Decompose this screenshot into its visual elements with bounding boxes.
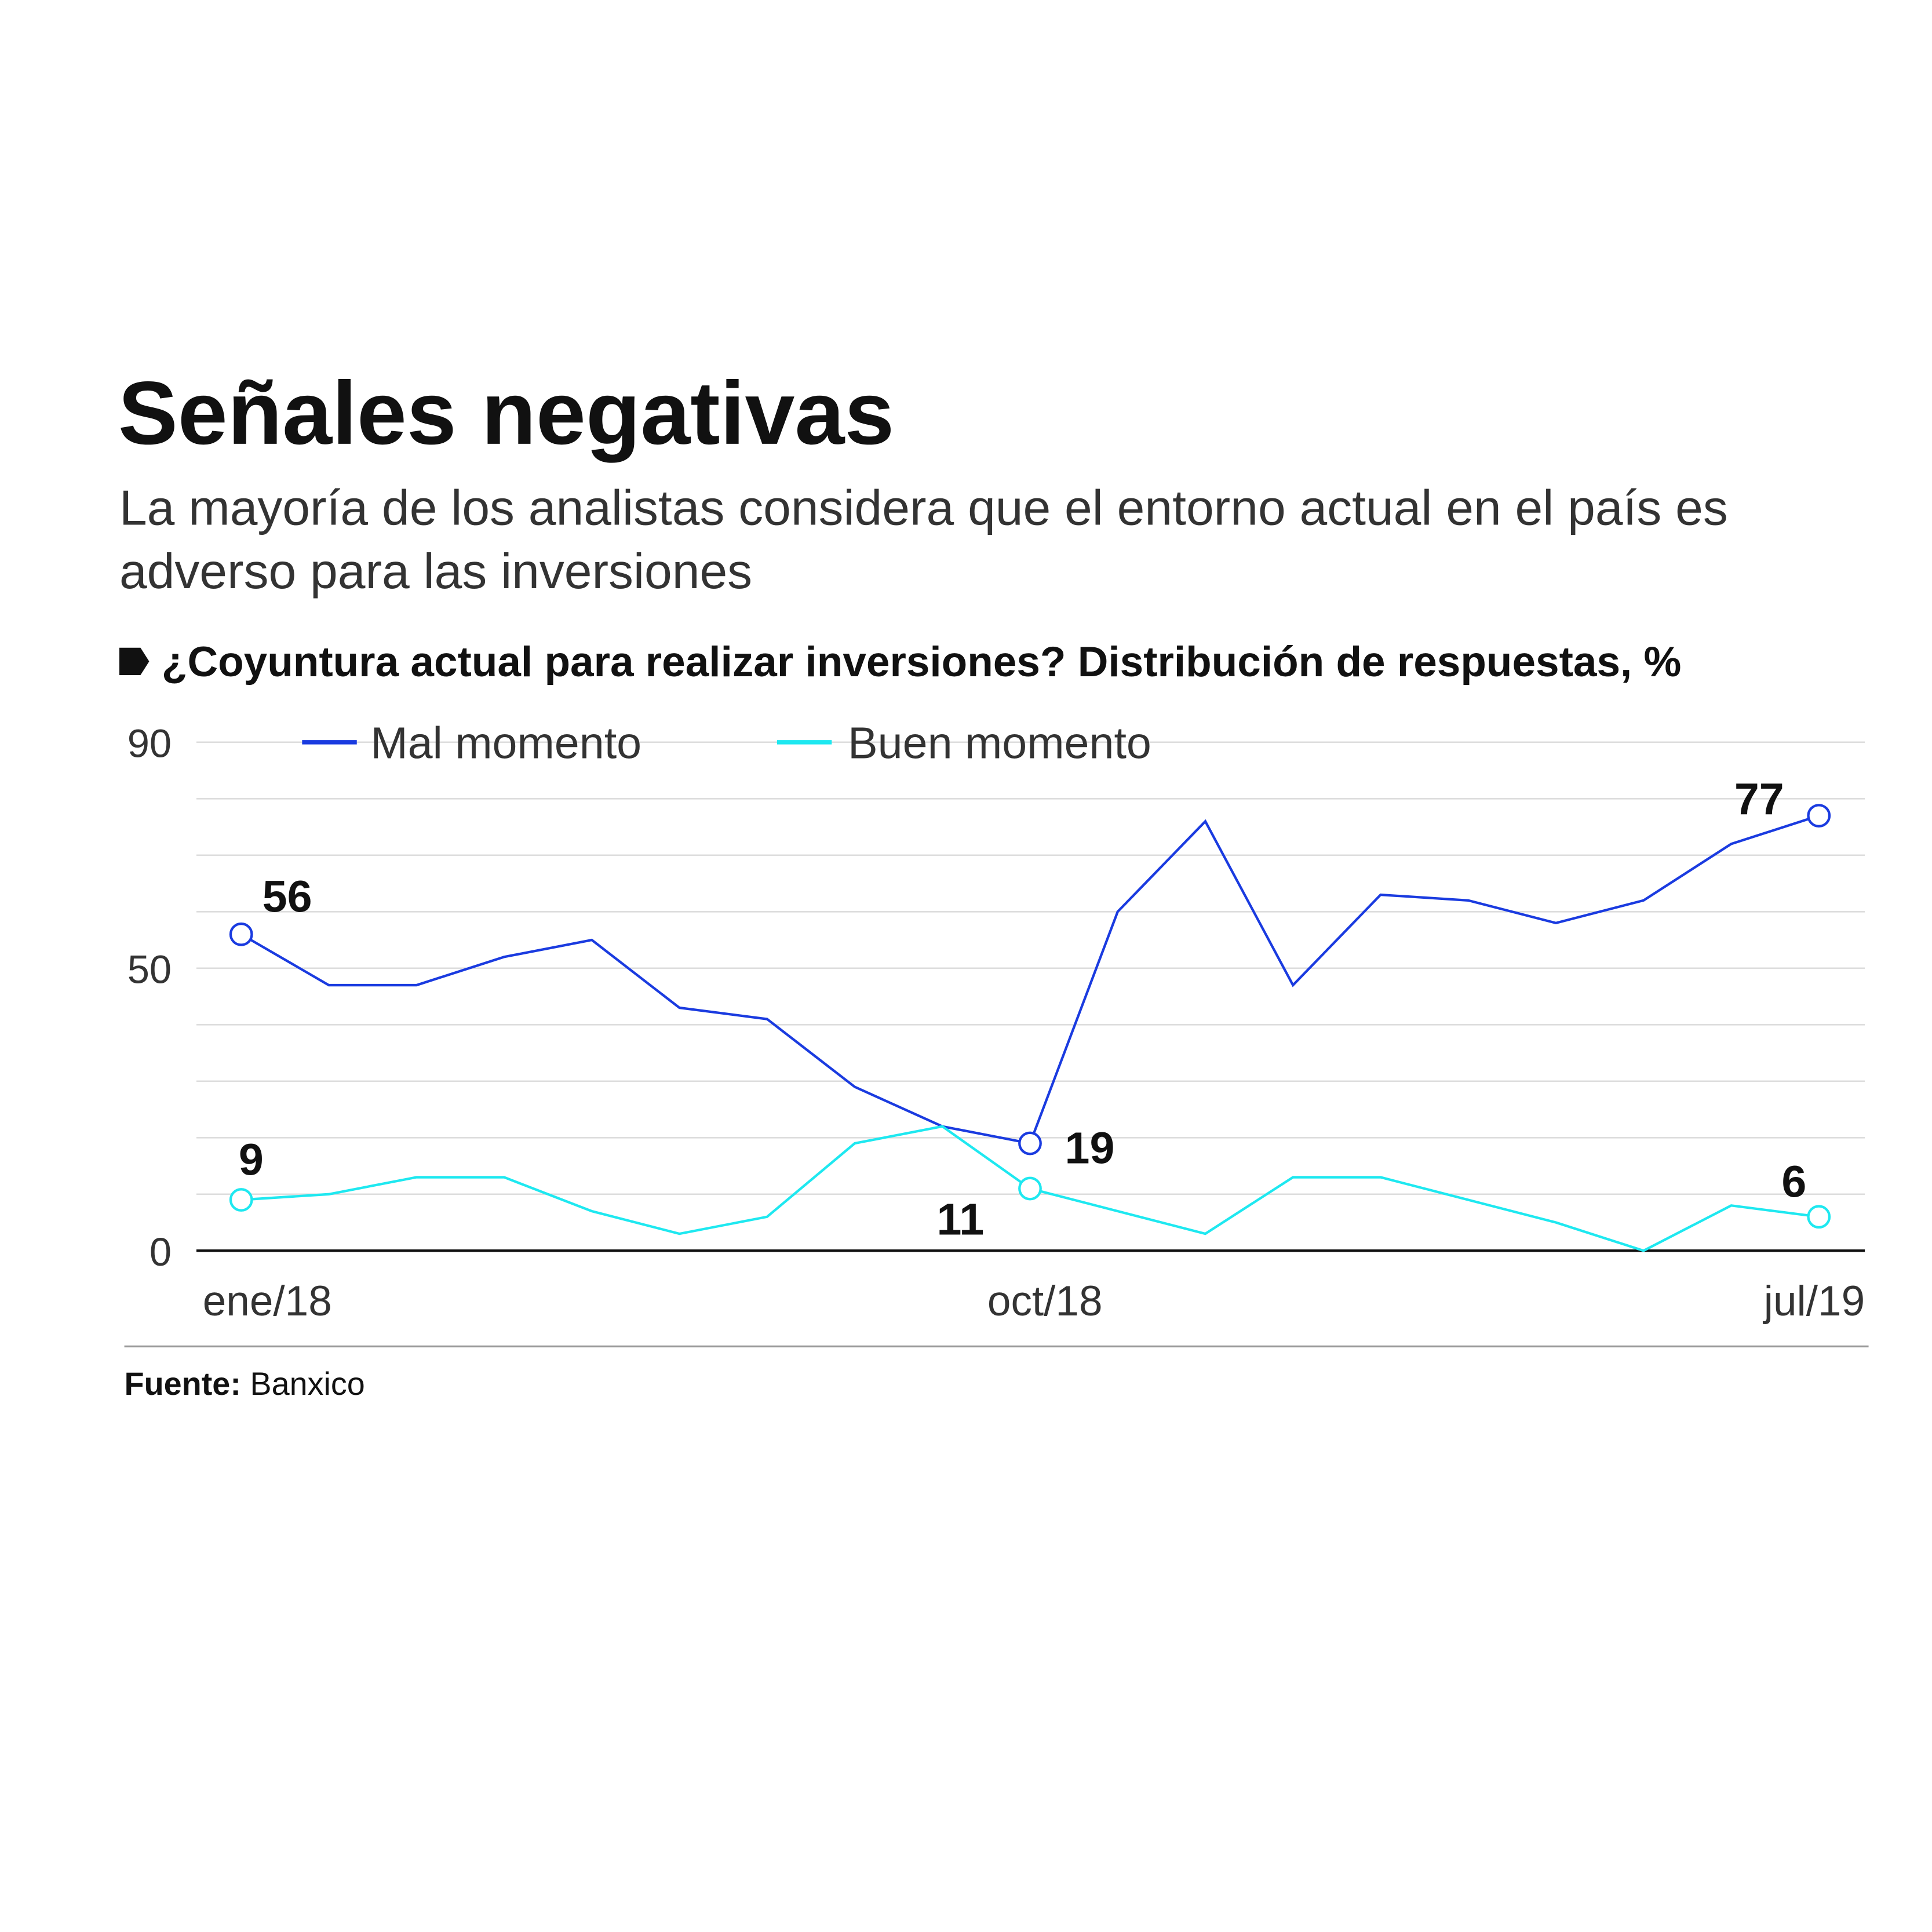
point-marker — [229, 922, 253, 946]
y-tick-label: 50 — [127, 947, 172, 992]
data-label: 9 — [239, 1135, 264, 1185]
chart-title: Señales negativas — [118, 363, 894, 463]
x-tick-label: oct/18 — [987, 1278, 1103, 1325]
subtitle: La mayoría de los analistas considera qu… — [119, 480, 1728, 535]
data-label: 19 — [1065, 1123, 1115, 1173]
source-name: Banxico — [250, 1366, 364, 1402]
point-marker — [1807, 1205, 1831, 1229]
data-label: 6 — [1781, 1157, 1806, 1206]
x-tick-label: jul/19 — [1763, 1278, 1865, 1325]
y-tick-label: 90 — [127, 721, 172, 766]
chart-header: ¿Coyuntura actual para realizar inversio… — [162, 639, 1682, 686]
y-tick-label: 0 — [150, 1230, 172, 1274]
header-tag — [119, 647, 150, 675]
point-marker — [1018, 1131, 1042, 1155]
point-marker — [1018, 1176, 1042, 1201]
point-marker — [229, 1188, 253, 1212]
source: Fuente: Banxico — [125, 1366, 365, 1402]
data-label: 77 — [1734, 774, 1784, 824]
legend-label: Mal momento — [370, 719, 641, 768]
data-label: 11 — [937, 1194, 985, 1244]
subtitle: adverso para las inversiones — [119, 544, 752, 599]
x-tick-label: ene/18 — [203, 1278, 332, 1325]
point-marker — [1807, 804, 1831, 828]
data-label: 56 — [263, 872, 312, 922]
legend-label: Buen momento — [848, 719, 1151, 768]
source-label: Fuente: — [125, 1366, 241, 1402]
